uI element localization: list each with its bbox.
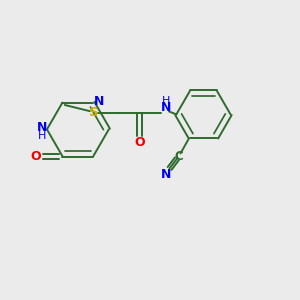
Text: N: N (161, 101, 171, 114)
Text: H: H (38, 131, 46, 141)
Text: N: N (37, 121, 47, 134)
Text: O: O (134, 136, 145, 149)
Text: N: N (161, 168, 171, 181)
Text: H: H (162, 96, 170, 106)
Text: C: C (174, 150, 183, 163)
Text: N: N (93, 94, 104, 108)
Text: S: S (88, 106, 98, 119)
Text: O: O (31, 150, 41, 163)
